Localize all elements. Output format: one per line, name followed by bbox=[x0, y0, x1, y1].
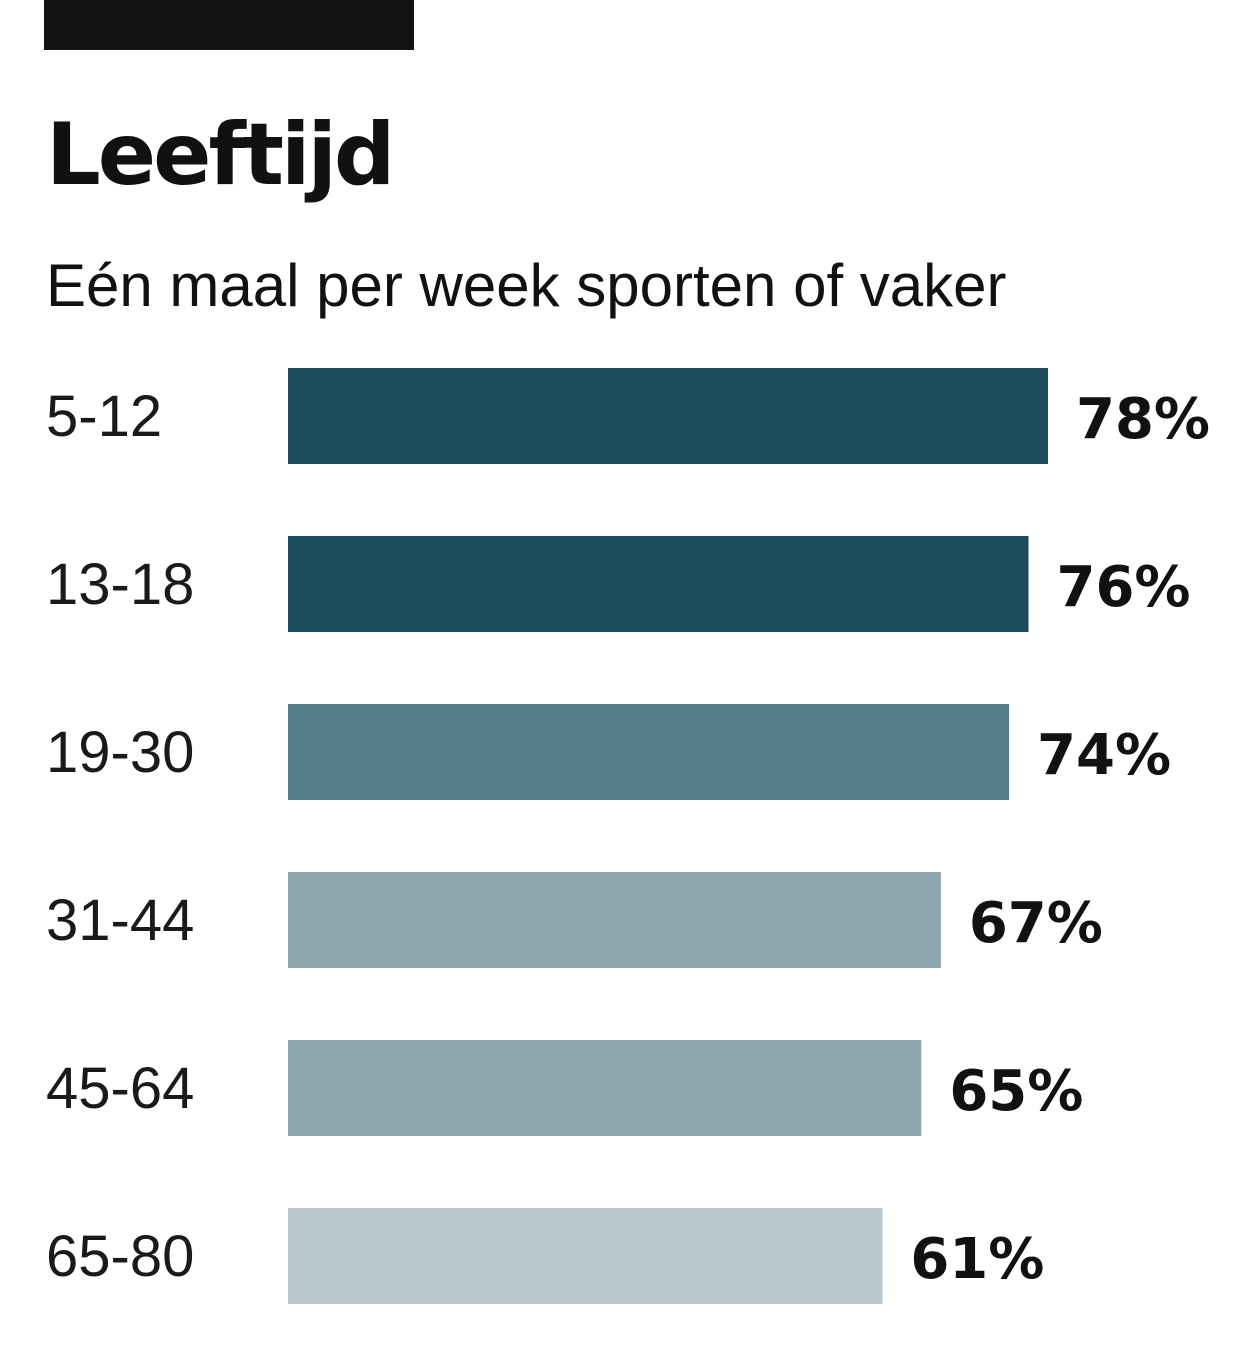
category-label-5-12: 5-12 bbox=[46, 384, 162, 449]
chart-subtitle: Eén maal per week sporten of vaker bbox=[46, 252, 1007, 319]
header-bar bbox=[44, 0, 414, 50]
value-label-13-18: 76% bbox=[1057, 555, 1191, 620]
bar-31-44 bbox=[288, 872, 941, 968]
value-label-45-64: 65% bbox=[949, 1059, 1083, 1124]
bar-65-80 bbox=[288, 1208, 883, 1304]
category-label-13-18: 13-18 bbox=[46, 552, 194, 617]
bar-45-64 bbox=[288, 1040, 922, 1136]
value-label-65-80: 61% bbox=[910, 1227, 1044, 1292]
bar-5-12 bbox=[288, 368, 1048, 464]
value-label-5-12: 78% bbox=[1076, 387, 1210, 452]
bar-19-30 bbox=[288, 704, 1010, 800]
category-label-45-64: 45-64 bbox=[46, 1056, 194, 1121]
category-label-19-30: 19-30 bbox=[46, 720, 194, 785]
value-label-31-44: 67% bbox=[969, 891, 1103, 956]
value-label-19-30: 74% bbox=[1037, 723, 1171, 788]
category-label-65-80: 65-80 bbox=[46, 1224, 194, 1289]
category-label-31-44: 31-44 bbox=[46, 888, 194, 953]
bar-13-18 bbox=[288, 536, 1029, 632]
chart-title: Leeftijd bbox=[46, 105, 395, 205]
